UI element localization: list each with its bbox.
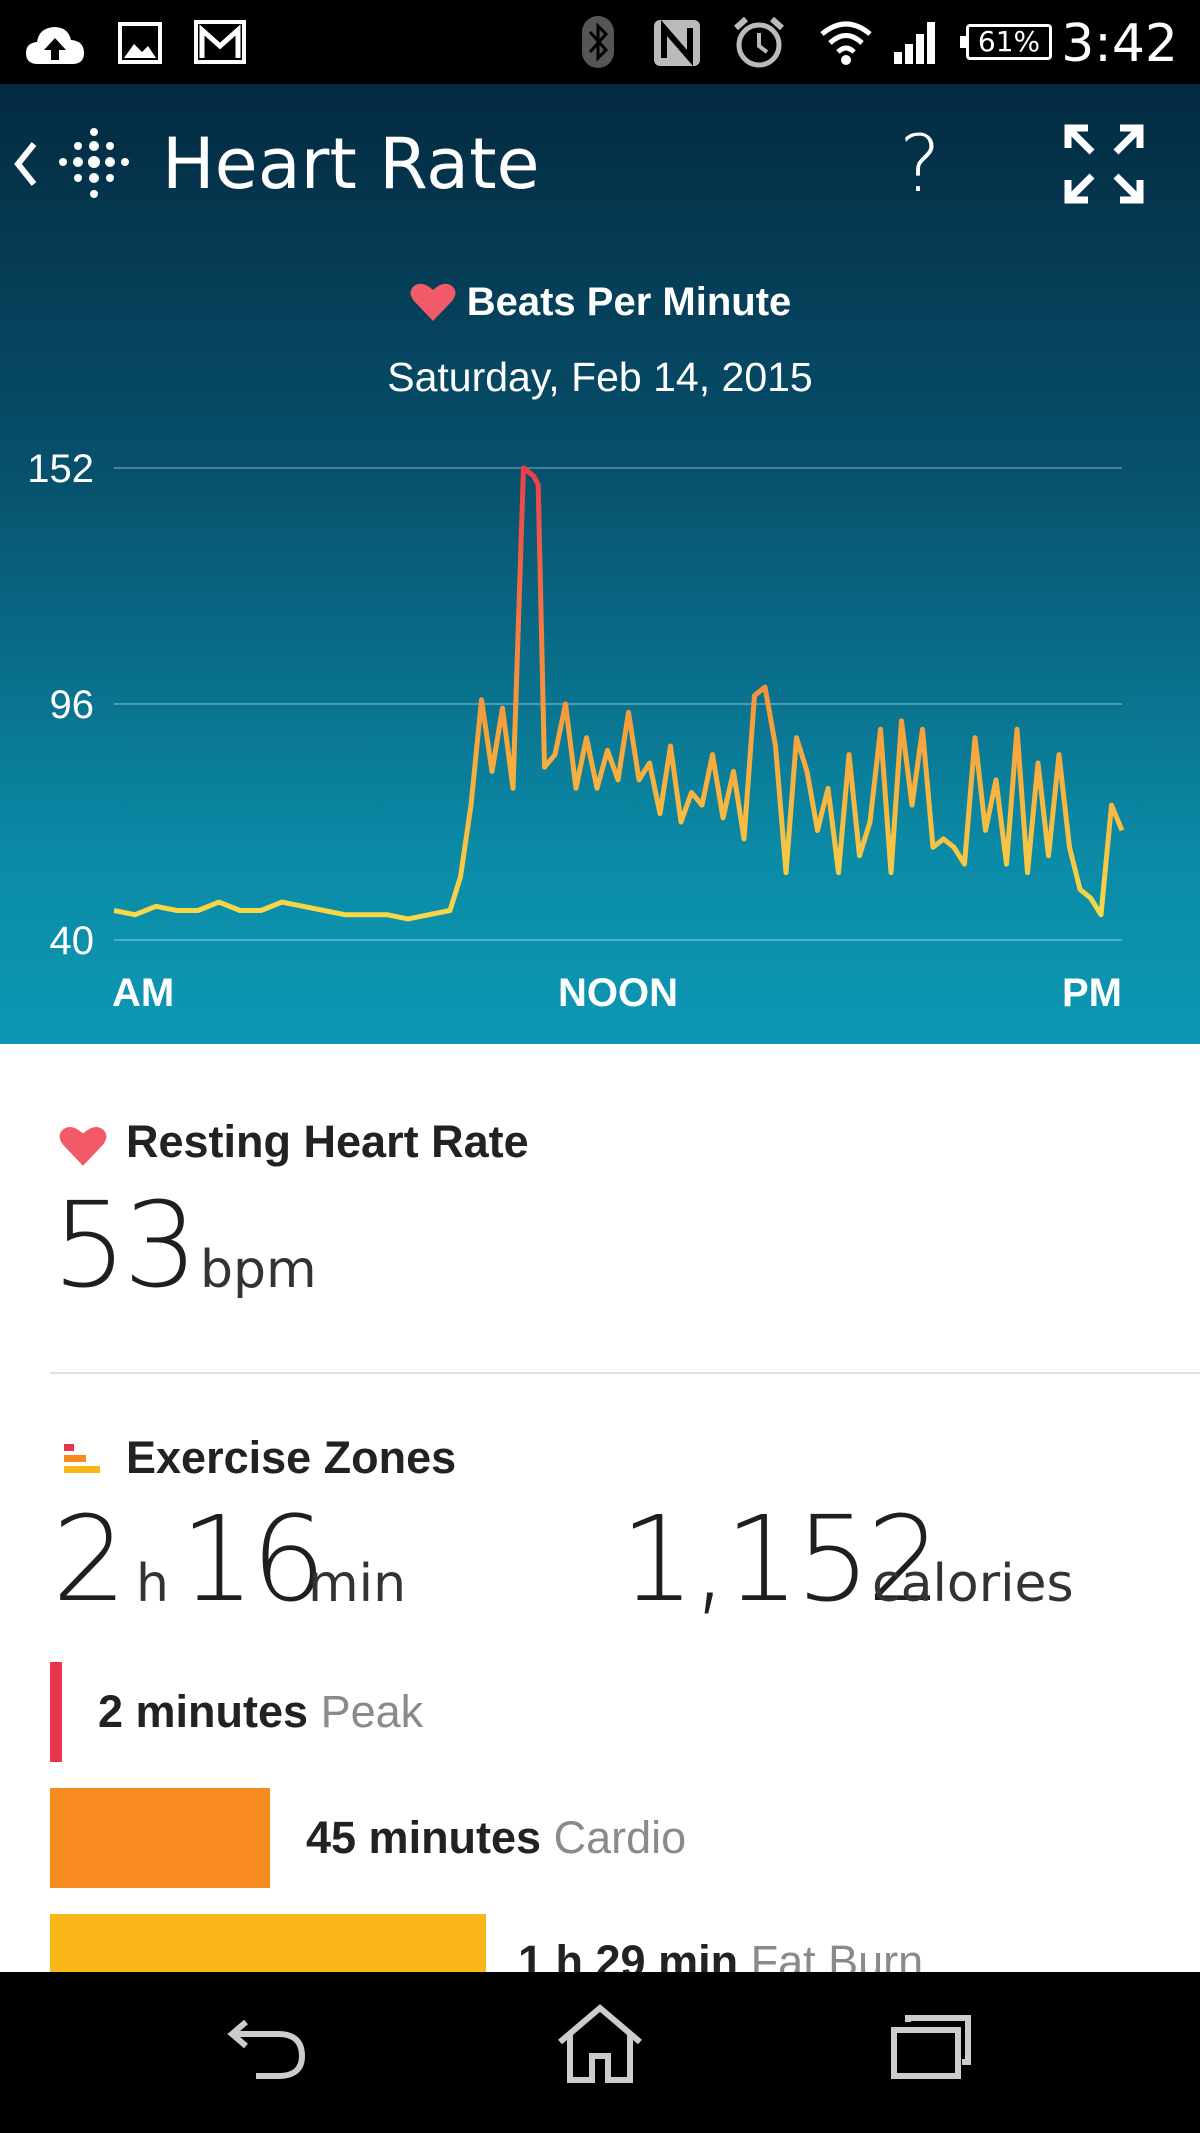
back-chevron-icon[interactable] — [12, 140, 38, 188]
zone-amount: 45 minutes — [306, 1812, 542, 1863]
exercise-zones-title: Exercise Zones — [126, 1432, 457, 1483]
zone-label-peak: 2 minutes Peak — [98, 1686, 423, 1738]
status-bar: 61% 3:42 — [0, 0, 1200, 84]
y-tick-label: 96 — [50, 683, 95, 727]
zone-amount: 2 minutes — [98, 1686, 309, 1737]
exercise-zones-icon — [64, 1444, 100, 1473]
x-tick-label: NOON — [558, 971, 678, 1015]
zone-label-cardio: 45 minutes Cardio — [306, 1812, 686, 1864]
bluetooth-icon — [582, 16, 614, 68]
page-title: Heart Rate — [162, 123, 540, 205]
exercise-hours-value: 2 — [52, 1490, 127, 1628]
home-icon[interactable] — [554, 2002, 646, 2086]
heart-rate-chart: 40 96 152 AM NOON PM — [27, 447, 1125, 1015]
fitbit-logo-icon — [59, 128, 129, 198]
zone-bar-peak — [50, 1662, 62, 1762]
cloud-upload-icon — [26, 27, 84, 64]
resting-heart-rate-value: 53 — [52, 1176, 198, 1314]
chart-date: Saturday, Feb 14, 2015 — [387, 354, 813, 400]
zone-name: Cardio — [553, 1812, 687, 1863]
alarm-icon — [733, 16, 785, 68]
calories-unit: calories — [872, 1554, 1074, 1614]
image-icon — [118, 22, 162, 64]
heart-rate-panel: Heart Rate ? Beats Per Minute Saturday, … — [0, 84, 1200, 1044]
help-button[interactable]: ? — [899, 120, 941, 210]
chart-title: Beats Per Minute — [0, 280, 1200, 325]
navigation-bar — [0, 1972, 1200, 2133]
nfc-icon — [654, 19, 700, 67]
resting-heart-rate-unit: bpm — [200, 1240, 317, 1300]
battery-indicator: 61% — [960, 24, 1052, 60]
zone-bar-cardio — [50, 1788, 271, 1888]
exercise-minutes-unit: min — [308, 1554, 407, 1614]
section-divider — [50, 1372, 1200, 1374]
y-tick-label: 152 — [27, 447, 94, 491]
back-icon[interactable] — [226, 2012, 310, 2084]
gmail-icon — [194, 20, 246, 64]
wifi-icon — [820, 21, 872, 65]
recent-apps-icon[interactable] — [890, 2012, 974, 2082]
chart-title-text: Beats Per Minute — [466, 280, 792, 324]
heart-rate-line — [113, 465, 1125, 922]
expand-icon[interactable] — [1062, 122, 1146, 206]
resting-heart-rate-title: Resting Heart Rate — [126, 1116, 529, 1167]
heart-icon — [410, 283, 456, 321]
zone-name: Peak — [320, 1686, 424, 1737]
exercise-minutes-value: 16 — [180, 1490, 326, 1628]
exercise-hours-unit: h — [136, 1554, 169, 1614]
calories-value: 1,152 — [620, 1490, 942, 1628]
x-tick-label: PM — [1062, 971, 1122, 1015]
heart-icon — [59, 1126, 107, 1166]
y-tick-label: 40 — [50, 919, 95, 963]
signal-icon — [894, 22, 935, 64]
status-time: 3:42 — [1061, 14, 1178, 74]
x-tick-label: AM — [112, 971, 174, 1015]
